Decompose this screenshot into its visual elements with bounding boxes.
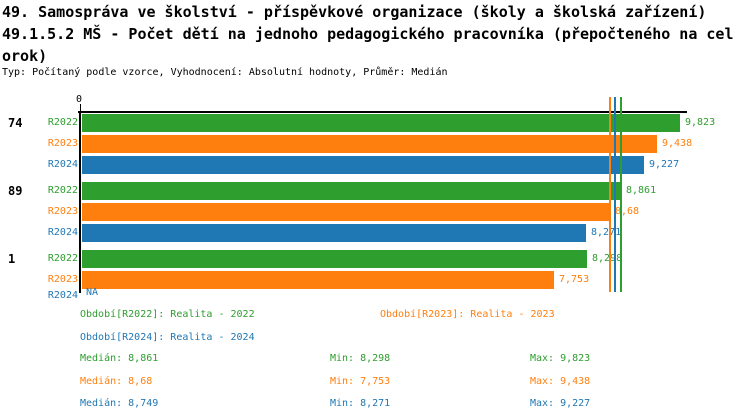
- bar-value-label: 9,823: [685, 117, 716, 128]
- row-series-label-R2024: R2024: [47, 227, 78, 238]
- group-label-74: 74: [8, 116, 23, 130]
- row-series-label-R2023: R2023: [47, 206, 78, 217]
- y-axis-line: [79, 111, 81, 293]
- bar-value-label: 8,68: [615, 206, 640, 217]
- x-axis-zero-label: 0: [76, 94, 83, 105]
- report-title-line3: orok): [2, 47, 48, 65]
- stat-median-R2023: Medián: 8,68: [80, 376, 153, 387]
- row-series-label-R2023: R2023: [47, 138, 78, 149]
- na-value-label: NA: [86, 287, 99, 298]
- x-axis-zero-tick: [80, 104, 81, 112]
- median-line-R2023: [609, 97, 611, 292]
- report-meta: Typ: Počítaný podle vzorce, Vyhodnocení:…: [2, 67, 448, 78]
- row-series-label-R2023: R2023: [47, 274, 78, 285]
- row-series-label-R2022: R2022: [47, 253, 78, 264]
- legend-item-R2024: Období[R2024]: Realita - 2024: [80, 332, 255, 343]
- bar-value-label: 8,298: [592, 253, 623, 264]
- row-series-label-R2024: R2024: [47, 290, 78, 301]
- report-title-line1: 49. Samospráva ve školství - příspěvkové…: [2, 3, 707, 21]
- row-series-label-R2022: R2022: [47, 185, 78, 196]
- stat-median-R2022: Medián: 8,861: [80, 353, 159, 364]
- stat-max-R2023: Max: 9,438: [530, 376, 591, 387]
- bar-74-R2022: [82, 114, 680, 132]
- row-series-label-R2024: R2024: [47, 159, 78, 170]
- legend-item-R2022: Období[R2022]: Realita - 2022: [80, 309, 255, 320]
- bar-value-label: 8,271: [591, 227, 622, 238]
- bar-89-R2022: [82, 182, 621, 200]
- bar-74-R2023: [82, 135, 657, 153]
- median-line-R2024: [614, 97, 616, 292]
- bar-value-label: 9,438: [662, 138, 693, 149]
- row-series-label-R2022: R2022: [47, 117, 78, 128]
- group-label-89: 89: [8, 184, 23, 198]
- bar-value-label: 8,861: [626, 185, 657, 196]
- stat-min-R2022: Min: 8,298: [330, 353, 391, 364]
- median-line-R2022: [620, 97, 622, 292]
- legend-item-R2023: Období[R2023]: Realita - 2023: [380, 309, 555, 320]
- bar-74-R2024: [82, 156, 644, 174]
- stat-median-R2024: Medián: 8,749: [80, 398, 159, 409]
- report-title-line2: 49.1.5.2 MŠ - Počet dětí na jednoho peda…: [2, 25, 734, 43]
- bar-1-R2023: [82, 271, 554, 289]
- bar-value-label: 9,227: [649, 159, 680, 170]
- bar-89-R2024: [82, 224, 586, 242]
- bar-1-R2022: [82, 250, 587, 268]
- group-label-1: 1: [8, 252, 16, 266]
- x-axis-line: [78, 111, 687, 113]
- stat-min-R2023: Min: 7,753: [330, 376, 391, 387]
- stat-max-R2024: Max: 9,227: [530, 398, 591, 409]
- bar-value-label: 7,753: [559, 274, 590, 285]
- stat-min-R2024: Min: 8,271: [330, 398, 391, 409]
- stat-max-R2022: Max: 9,823: [530, 353, 591, 364]
- bar-89-R2023: [82, 203, 610, 221]
